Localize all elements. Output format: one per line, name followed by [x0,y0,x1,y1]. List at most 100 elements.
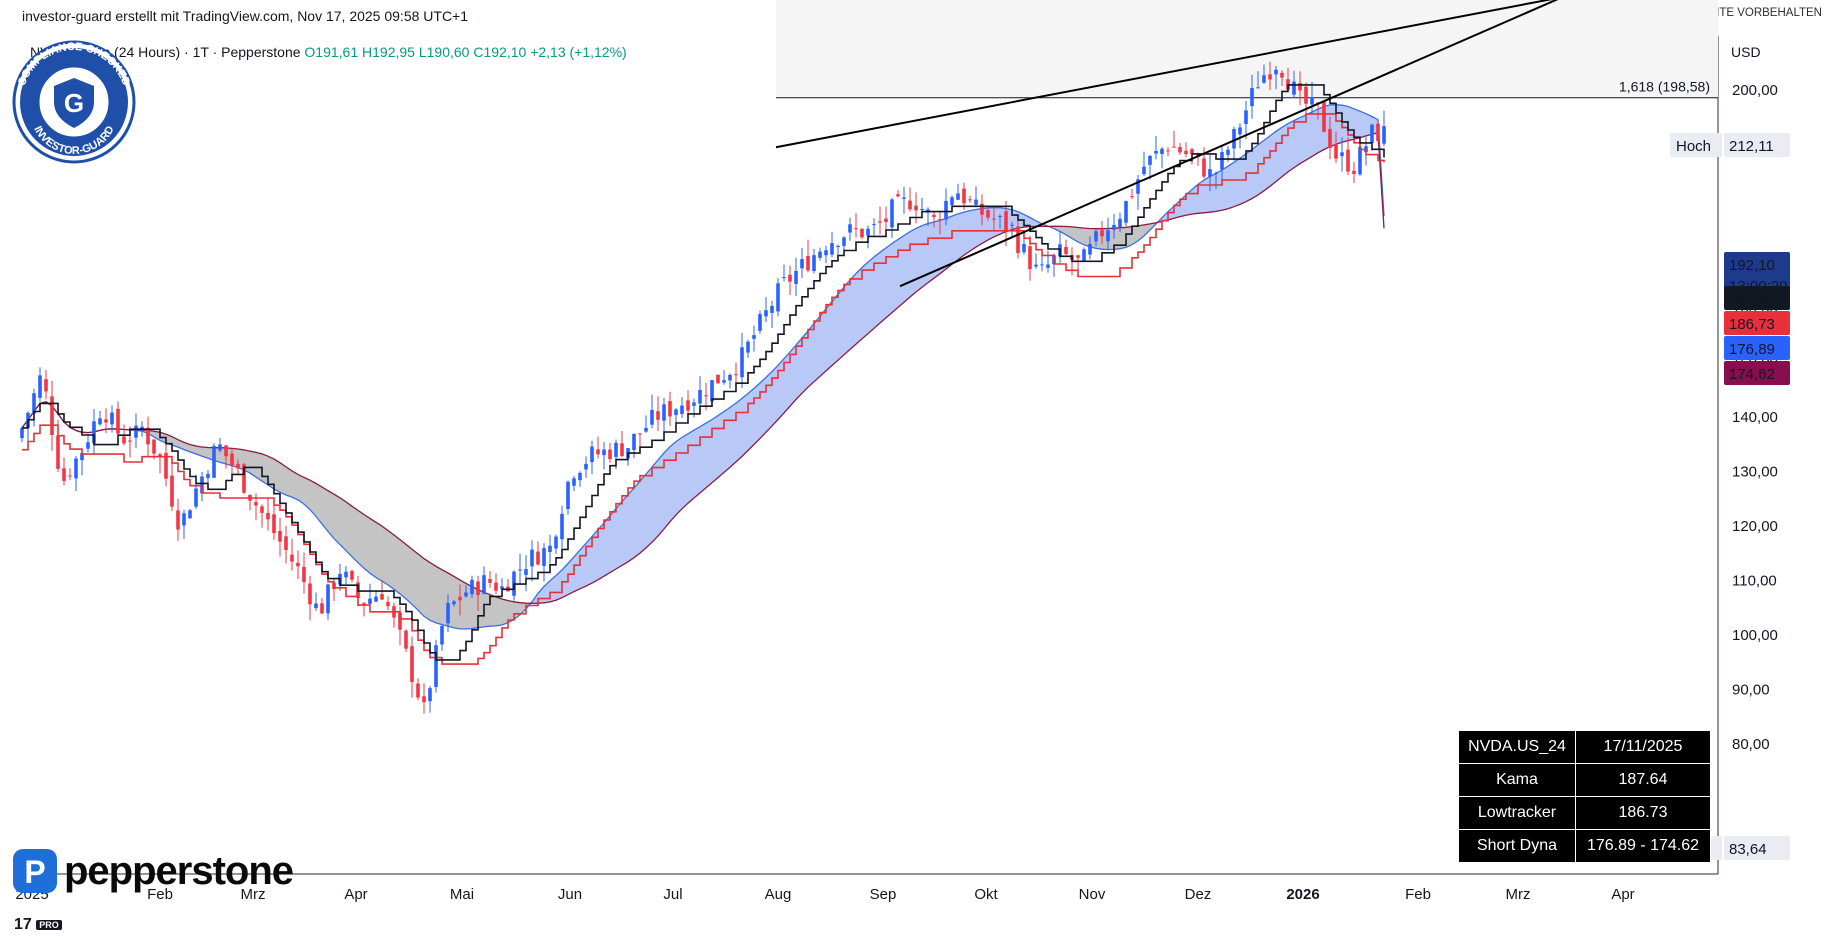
cloud-segment [670,441,676,522]
candle-body [638,433,642,435]
price-label-last: 192,10 [1729,257,1775,274]
trendline-resistance [775,0,1553,149]
tv-logo-pro: PRO [36,919,62,930]
candle-body [224,445,228,457]
cloud-segment [292,470,298,500]
candle-body [1214,173,1218,175]
candle-body [758,314,762,331]
cloud-segment [1030,217,1036,227]
x-tick-label: Feb [147,886,173,903]
candle-body [302,566,306,583]
cloud-segment [1132,225,1138,245]
candle-body [494,582,498,591]
candle-body [980,203,984,215]
cloud-segment [1252,144,1258,199]
short-dyna-upper-line [21,104,1385,630]
candle-body [866,228,870,236]
cloud-segment [364,514,370,574]
candle-body [1370,124,1374,143]
cloud-segment [262,453,268,485]
candle-body [1190,149,1194,155]
candle-body [692,402,696,406]
cloud-segment [856,267,862,345]
price-label-box-kama [1724,286,1790,310]
candle-body [398,612,402,630]
candle-body [944,200,948,220]
candle-body [158,454,162,458]
x-tick-label: Jun [558,886,582,903]
candle-body [920,208,924,211]
table-value: 187.64 [1575,763,1711,797]
candle-body [572,478,576,486]
cloud-segment [832,294,838,366]
table-value: 186.73 [1575,796,1711,830]
candle-body [542,548,546,566]
candle-body [368,598,372,604]
cloud-segment [1084,228,1090,247]
candle-body [1256,87,1260,89]
cloud-segment [370,518,376,578]
cloud-segment [1264,135,1270,191]
candle-body [128,440,132,442]
cloud-segment [328,490,334,539]
candle-body [98,418,102,425]
candle-body [842,237,846,246]
x-tick-label: Sep [870,886,897,903]
cloud-segment [778,358,784,420]
cloud-segment [754,383,760,445]
candle-body [1136,179,1140,194]
candle-body [518,569,522,571]
candle-body [236,463,240,469]
cloud-segment [424,558,430,621]
candle-body [914,205,918,211]
candle-body [962,188,966,204]
candle-body [380,594,384,600]
candle-body [440,625,444,645]
cloud-segment [1126,226,1132,248]
cloud-segment [280,462,286,495]
cloud-segment [250,451,256,478]
cloud-segment [1282,123,1288,177]
cloud-segment [1354,108,1360,140]
candle-body [410,646,414,682]
x-tick-label: Mai [450,886,474,903]
candle-body [1328,128,1332,149]
table-row: Lowtracker 186.73 [1458,796,1711,830]
cloud-segment [304,477,310,510]
cloud-segment [340,497,346,551]
candle-body [1208,169,1212,177]
x-tick-label: Nov [1079,886,1106,903]
candle-body [1016,226,1020,253]
candle-body [836,246,840,248]
cloud-segment [700,423,706,493]
cloud-segment [310,480,316,517]
cloud-segment [484,592,490,627]
currency-label[interactable]: USD [1731,44,1761,60]
header-attribution: investor-guard erstellt mit TradingView.… [22,8,469,24]
price-label-box-lowtracker [1724,311,1790,335]
candle-body [674,409,678,415]
cloud-segment [826,301,832,371]
table-value: 17/11/2025 [1575,730,1711,764]
price-label-box-cloud_upper [1724,336,1790,360]
cloud-segment [382,526,388,586]
candle-body [416,683,420,698]
fib-label: 1,618 (198,58) [1619,79,1710,95]
cloud-segment [820,308,826,377]
cloud-segment [958,212,964,260]
candle-body [1028,246,1032,270]
candle-body [1100,229,1104,237]
candle-body [314,603,318,609]
cloud-segment [838,287,844,361]
cloud-segment [1144,223,1150,236]
candle-body [284,536,288,550]
cloud-segment [592,529,598,584]
price-label-box-high [1724,133,1790,157]
cloud-segment [682,433,688,509]
cloud-segment [520,602,526,615]
cloud-segment [730,403,736,468]
candle-body [86,442,90,449]
candle-body [488,578,492,583]
candle-body [116,408,120,434]
